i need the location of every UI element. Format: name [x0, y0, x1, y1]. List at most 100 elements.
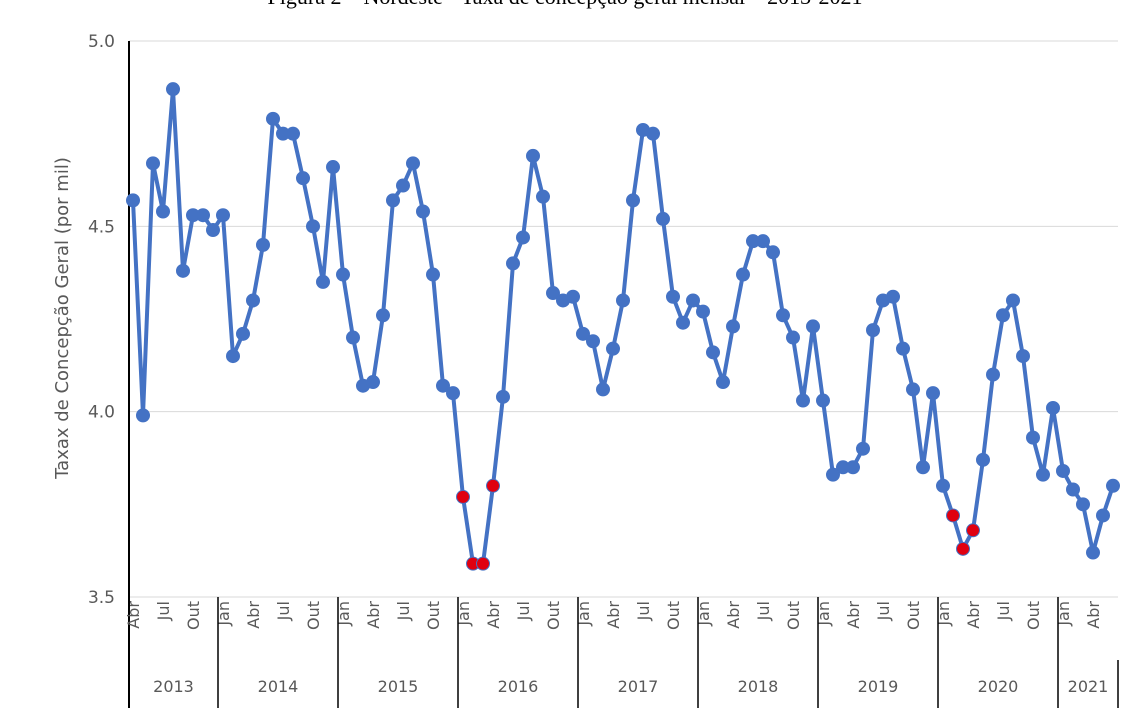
- x-tick-label: Out: [664, 601, 683, 630]
- marker: [826, 467, 840, 482]
- marker: [956, 541, 970, 556]
- marker: [346, 330, 360, 345]
- marker: [846, 460, 860, 475]
- x-tick-label: Jul: [634, 601, 653, 621]
- marker: [246, 293, 260, 308]
- x-tick-label: Jan: [934, 601, 953, 627]
- marker: [206, 223, 220, 238]
- x-tick-label: Out: [904, 601, 923, 630]
- marker: [1056, 463, 1070, 478]
- marker: [1096, 508, 1110, 523]
- marker: [366, 375, 380, 390]
- x-tick-label: Out: [424, 601, 443, 630]
- y-tick-label: 4.5: [88, 217, 115, 237]
- marker: [566, 289, 580, 304]
- marker: [1036, 467, 1050, 482]
- x-tick-label: Out: [784, 601, 803, 630]
- marker: [686, 293, 700, 308]
- marker: [1016, 349, 1030, 364]
- marker: [596, 382, 610, 397]
- year-label: 2015: [378, 677, 419, 696]
- marker: [456, 489, 470, 504]
- year-label: 2014: [258, 677, 299, 696]
- x-tick-label: Jul: [754, 601, 773, 621]
- marker: [706, 345, 720, 360]
- marker: [196, 208, 210, 223]
- x-tick-label: Abr: [244, 601, 263, 629]
- x-tick-label: Out: [304, 601, 323, 630]
- marker: [1006, 293, 1020, 308]
- marker: [476, 556, 490, 571]
- marker: [256, 237, 270, 252]
- x-tick-label: Abr: [1084, 601, 1103, 629]
- marker: [486, 478, 500, 493]
- year-label: 2013: [153, 677, 194, 696]
- x-tick-label: Abr: [724, 601, 743, 629]
- y-axis-title: Taxax de Concepção Geral (por mil): [52, 157, 73, 480]
- year-label: 2020: [978, 677, 1019, 696]
- marker: [266, 111, 280, 126]
- marker: [446, 386, 460, 401]
- marker: [156, 204, 170, 219]
- x-tick-label: Abr: [604, 601, 623, 629]
- marker: [886, 289, 900, 304]
- marker: [146, 156, 160, 171]
- y-tick-label: 5.0: [88, 32, 115, 52]
- marker: [316, 274, 330, 289]
- x-tick-label: Jan: [1054, 601, 1073, 627]
- x-tick-label: Jan: [814, 601, 833, 627]
- x-tick-label: Abr: [484, 601, 503, 629]
- marker: [916, 460, 930, 475]
- x-tick-label: Jan: [214, 601, 233, 627]
- marker: [1066, 482, 1080, 497]
- x-tick-label: Jan: [334, 601, 353, 627]
- marker: [376, 308, 390, 323]
- marker: [1046, 400, 1060, 415]
- marker: [126, 193, 140, 208]
- x-tick-label: Jul: [274, 601, 293, 621]
- marker: [966, 523, 980, 538]
- marker: [666, 289, 680, 304]
- marker: [516, 230, 530, 245]
- marker: [396, 178, 410, 193]
- x-tick-label: Jul: [514, 601, 533, 621]
- y-tick-label: 4.0: [88, 403, 115, 423]
- year-label: 2018: [738, 677, 779, 696]
- marker: [406, 156, 420, 171]
- marker: [166, 82, 180, 97]
- x-tick-label: Jul: [874, 601, 893, 621]
- marker: [616, 293, 630, 308]
- marker: [526, 148, 540, 163]
- x-tick-label: Out: [544, 601, 563, 630]
- marker: [716, 375, 730, 390]
- marker: [326, 160, 340, 175]
- marker: [226, 349, 240, 364]
- marker: [436, 378, 450, 393]
- x-tick-label: Abr: [844, 601, 863, 629]
- marker: [756, 234, 770, 249]
- x-tick-label: Abr: [364, 601, 383, 629]
- marker: [856, 441, 870, 456]
- marker: [996, 308, 1010, 323]
- marker: [796, 393, 810, 408]
- x-tick-label: Jul: [154, 601, 173, 621]
- x-tick-label: Jan: [454, 601, 473, 627]
- marker: [946, 508, 960, 523]
- x-tick-label: Abr: [124, 601, 143, 629]
- x-tick-label: Abr: [964, 601, 983, 629]
- marker: [766, 245, 780, 260]
- marker: [786, 330, 800, 345]
- marker: [656, 211, 670, 226]
- x-tick-label: Jan: [574, 601, 593, 627]
- marker: [646, 126, 660, 141]
- marker: [906, 382, 920, 397]
- marker: [986, 367, 1000, 382]
- marker: [806, 319, 820, 334]
- year-label: 2016: [498, 677, 539, 696]
- marker: [1106, 478, 1120, 493]
- marker: [506, 256, 520, 271]
- year-label: 2021: [1068, 677, 1109, 696]
- x-tick-label: Out: [1024, 601, 1043, 630]
- marker: [1086, 545, 1100, 560]
- marker: [626, 193, 640, 208]
